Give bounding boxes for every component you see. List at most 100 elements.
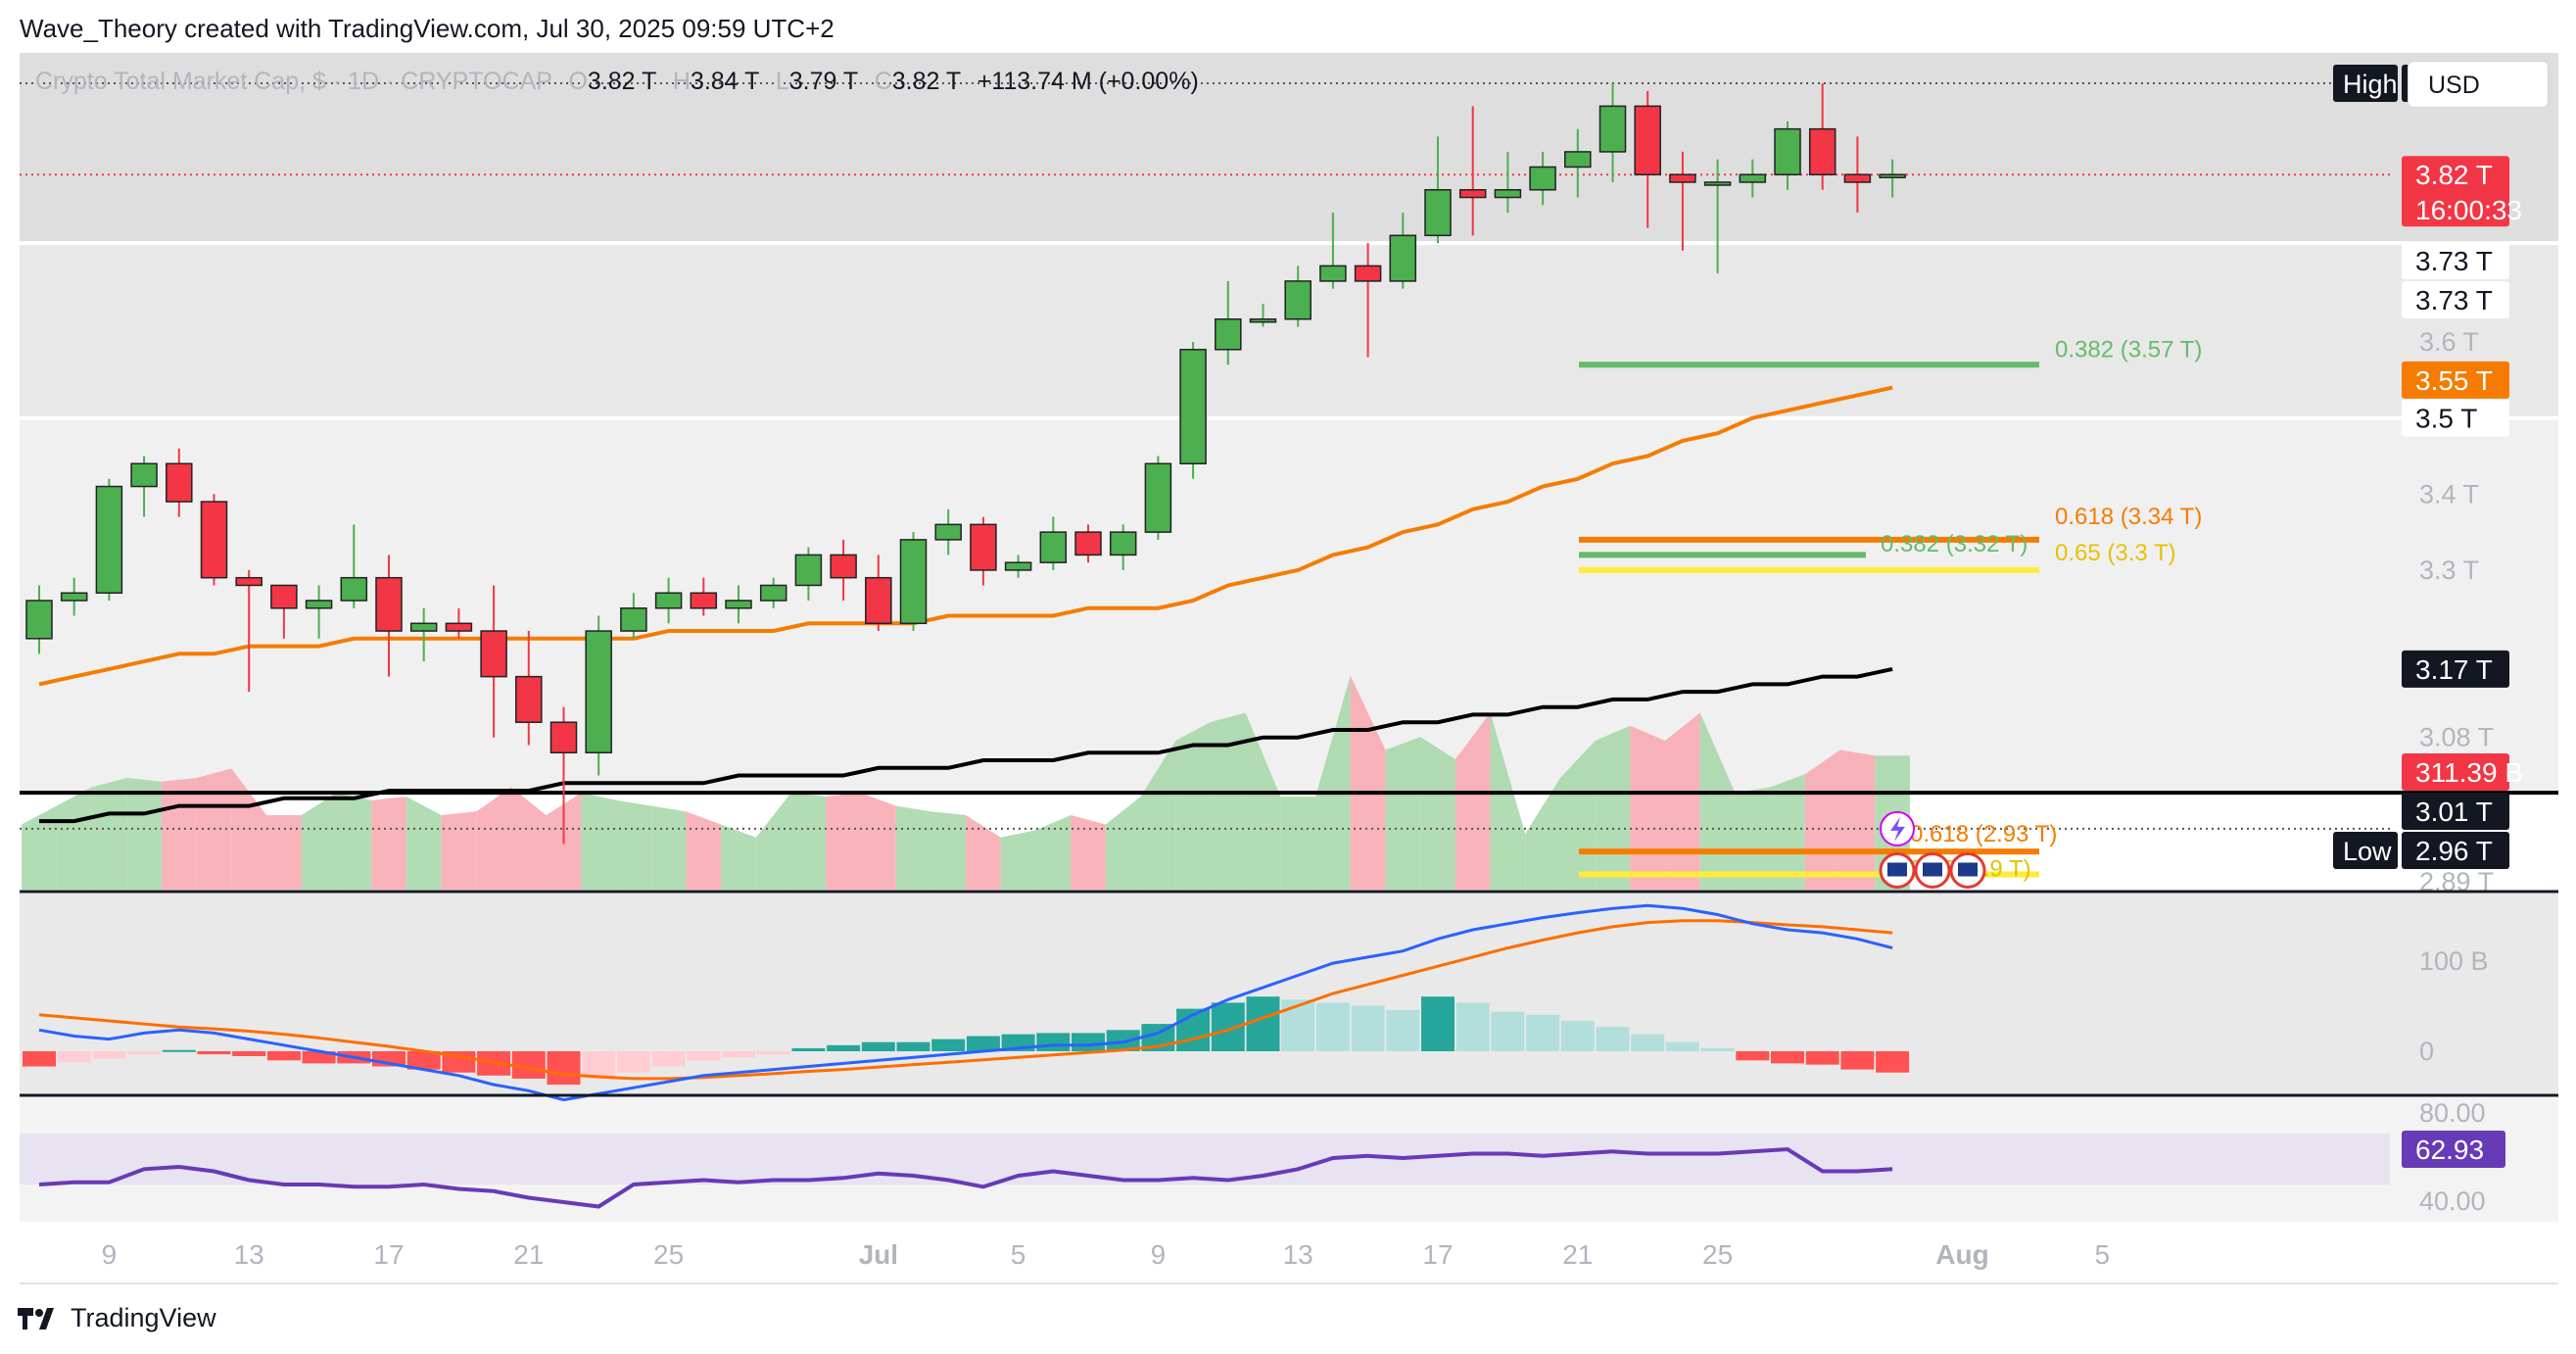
candle-body [1004,561,1032,571]
candle-body [970,523,997,571]
candle-body [1703,181,1732,186]
close-label: C [874,68,892,95]
low-value: 3.79 T [788,68,858,95]
zone-373-350 [20,243,2558,418]
rsi-band [20,1134,2390,1185]
candle [1774,121,1801,190]
candle [1319,213,1347,289]
tradingview-brand[interactable]: TradingView [18,1303,216,1333]
candle-body [409,622,438,632]
price-tick-label: 3.08 T [2419,723,2494,752]
candle-body [620,606,647,632]
volume-area [650,805,687,890]
volume-area [686,811,722,890]
candle [200,494,228,586]
volume-area [336,793,372,890]
price-label-value: 2.96 T [2415,836,2493,866]
macd-histogram-bar [687,1051,721,1061]
macd-histogram-bar [127,1051,162,1055]
candle [725,585,752,624]
candle-body [899,539,928,625]
volume-area [1490,712,1526,890]
candle-body [130,462,158,488]
candle [549,706,578,845]
candle-body [759,584,787,602]
volume-area [826,793,861,890]
candle [445,607,473,639]
volume-area [1699,712,1736,890]
zone-above-373 [20,53,2558,244]
candle [654,577,683,624]
macd-histogram-bar [582,1051,616,1079]
candle-body [1634,105,1661,175]
candle [1843,136,1872,214]
macd-histogram-bar [651,1051,686,1067]
macd-histogram-bar [1665,1041,1699,1051]
us-flag-canton [1923,862,1942,877]
candle [1144,456,1172,540]
candle [340,524,368,608]
fib-label: 0.382 (3.32 T) [1881,531,2027,557]
zone-350-301 [20,417,2558,792]
price-label-value: 3.73 T [2415,246,2493,276]
candle-body [725,600,752,609]
macd-histogram-bar [861,1041,895,1051]
candle [1004,555,1032,578]
candle [515,631,543,746]
macd-histogram-bar [1072,1033,1105,1051]
candle [830,539,857,601]
currency-button[interactable]: USD [2408,61,2549,108]
candle [1179,342,1207,479]
candle [1215,280,1242,365]
time-tick-label: 21 [1562,1239,1593,1270]
macd-histogram-bar [23,1051,56,1067]
volume-area [91,778,127,890]
candle-body [690,592,718,609]
macd-tick-label: 0 [2419,1037,2434,1066]
candle [899,532,928,632]
tradingview-logo-icon [18,1307,54,1330]
rsi-value-label: 62.93 [2415,1135,2484,1165]
low-label: L [775,68,789,95]
candle-body [865,576,892,625]
macd-signal-line [38,919,1893,1081]
macd-histogram-bar [1840,1051,1875,1070]
volume-area [1000,830,1036,890]
candle [1634,90,1661,228]
rsi-line [38,1146,1893,1209]
fib-label: 0.618 (3.34 T) [2055,504,2202,530]
macd-histogram-bar [1700,1047,1735,1051]
candle-body [1669,173,1696,183]
candle-body [1808,127,1837,175]
time-tick-label: 5 [2095,1239,2111,1270]
candle-body [235,576,262,587]
candle-body [1739,173,1767,183]
volume-area [895,805,931,890]
macd-histogram-bar [197,1051,231,1055]
fib-label: 0.382 (3.57 T) [2055,336,2202,363]
candle-body [95,485,123,594]
macd-tick-label: 100 B [2419,946,2489,976]
macd-histogram-bar [722,1051,755,1058]
macd-histogram-bar [1036,1033,1071,1051]
candle [270,584,298,639]
candle [1529,151,1556,206]
fib-label: 0.65 (3.3 T) [2055,540,2176,566]
candle [1249,304,1277,327]
macd-line [38,903,1893,1102]
macd-histogram-bar [931,1039,966,1051]
price-label-value: 3.01 T [2415,797,2493,827]
volume-area [721,824,756,890]
price-label-value: 311.39 B [2415,757,2523,788]
candle-body [445,622,473,632]
price-label-box [2402,793,2509,830]
rsi-tick-label: 80.00 [2419,1098,2486,1128]
lightning-glyph [1890,816,1905,842]
volume-area [1035,815,1072,890]
price-label-box [2402,242,2509,280]
volume-area [1210,712,1246,890]
ema50-line [38,385,1893,687]
candle-body [480,630,507,678]
candle-body [1494,188,1522,199]
